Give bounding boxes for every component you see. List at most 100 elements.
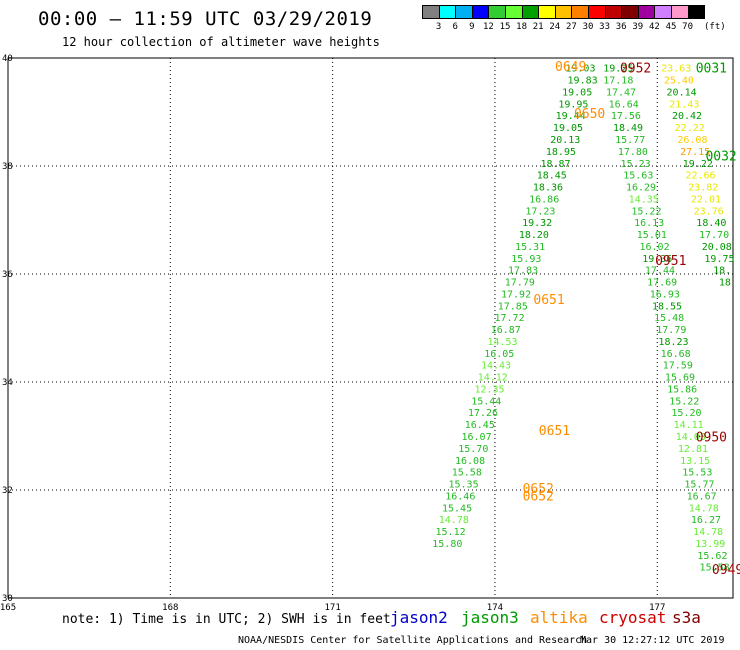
swh-data-label: 13.99 — [695, 539, 725, 550]
swh-data-label: 13.15 — [680, 456, 710, 467]
swh-data-label: 17.79 — [656, 325, 686, 336]
swh-data-label: 18.87 — [540, 159, 570, 170]
swh-data-label: 19.75 — [704, 254, 734, 265]
pass-time-label: 0650 — [574, 107, 605, 122]
swh-data-label: 23.76 — [694, 206, 724, 217]
pass-time-label: 0652 — [523, 482, 554, 497]
x-tick-label: 171 — [324, 603, 340, 613]
swh-data-label: 12.81 — [678, 444, 708, 455]
swh-data-label: 18 — [719, 278, 731, 289]
swh-data-label: 18.20 — [519, 230, 549, 241]
color-scale-label: 27 — [565, 22, 577, 32]
y-tick-label: 36 — [2, 270, 13, 280]
swh-data-label: 22.22 — [675, 123, 705, 134]
swh-data-label: 17.56 — [611, 111, 641, 122]
swh-data-label: 17.44 — [645, 266, 675, 277]
swh-data-label: 20.42 — [672, 111, 702, 122]
color-scale-label: 3 — [435, 22, 442, 32]
y-tick-label: 32 — [2, 486, 13, 496]
swh-data-label: 15.62 — [697, 551, 727, 562]
pass-time-label: 0950 — [696, 431, 727, 446]
y-tick-label: 38 — [2, 162, 13, 172]
page-subtitle: 12 hour collection of altimeter wave hei… — [62, 35, 380, 49]
swh-data-label: 16.64 — [609, 99, 639, 110]
swh-data-label: 17.72 — [494, 313, 524, 324]
swh-data-label: 17.79 — [505, 278, 535, 289]
swh-data-label: 18.49 — [613, 123, 643, 134]
x-tick-label: 174 — [487, 603, 503, 613]
swh-data-label: 14.12 — [478, 373, 508, 384]
swh-data-label: 23.63 — [661, 64, 691, 75]
color-scale-bar — [422, 5, 706, 19]
swh-data-label: 23.82 — [688, 183, 718, 194]
swh-data-label: 16.46 — [445, 491, 475, 502]
swh-data-label: 15.80 — [432, 539, 462, 550]
x-tick-label: 177 — [649, 603, 665, 613]
swh-data-label: 15.20 — [671, 408, 701, 419]
color-scale-label: 12 — [482, 22, 494, 32]
swh-data-label: 18.23 — [658, 337, 688, 348]
color-scale-label: 36 — [615, 22, 627, 32]
color-scale-label: 42 — [648, 22, 660, 32]
swh-data-label: 15.77 — [615, 135, 645, 146]
swh-data-label: 15.86 — [667, 384, 697, 395]
swh-data-label: 26.08 — [677, 135, 707, 146]
swh-data-label: 15.70 — [458, 444, 488, 455]
swh-data-label: 14.03 — [676, 432, 706, 443]
swh-data-label: 15.23 — [621, 159, 651, 170]
swh-data-label: 16.86 — [529, 194, 559, 205]
swh-data-label: 15.12 — [436, 527, 466, 538]
legend-jason2: jason2 — [390, 608, 448, 627]
swh-data-label: 16.02 — [639, 242, 669, 253]
footer-note: note: 1) Time is in UTC; 2) SWH is in fe… — [62, 612, 391, 627]
swh-data-label: 18.55 — [652, 301, 682, 312]
swh-data-label: 15.77 — [684, 480, 714, 491]
swh-data-label: 17.18 — [603, 76, 633, 87]
swh-data-label: 27.15 — [680, 147, 710, 158]
swh-data-label: 17.70 — [699, 230, 729, 241]
swh-data-label: 18.95 — [546, 147, 576, 158]
swh-data-label: 16.45 — [465, 420, 495, 431]
color-scale-label: 33 — [599, 22, 611, 32]
pass-time-label: 0951 — [655, 254, 686, 269]
swh-data-label: 15.35 — [449, 480, 479, 491]
swh-data-label: 16.05 — [484, 349, 514, 360]
swh-data-label: 17.23 — [525, 206, 555, 217]
swh-data-label: 18. — [713, 266, 731, 277]
swh-data-label: 22.01 — [691, 194, 721, 205]
swh-data-label: 12.35 — [474, 384, 504, 395]
pass-time-label: 0652 — [523, 489, 554, 504]
swh-data-label: 15.22 — [631, 206, 661, 217]
swh-data-label: 15.31 — [515, 242, 545, 253]
swh-data-label: 17.85 — [498, 301, 528, 312]
swh-data-label: 15.93 — [511, 254, 541, 265]
swh-data-label: 16.13 — [634, 218, 664, 229]
pass-time-label: 0651 — [539, 424, 570, 439]
swh-data-label: 14.78 — [439, 515, 469, 526]
swh-data-label: 14.35 — [629, 194, 659, 205]
color-scale-label: 30 — [582, 22, 594, 32]
swh-data-label: 20.13 — [550, 135, 580, 146]
color-scale-label: 45 — [665, 22, 677, 32]
swh-data-label: 19.05 — [553, 123, 583, 134]
legend-altika: altika — [530, 608, 588, 627]
swh-data-label: 14.78 — [689, 503, 719, 514]
swh-data-label: 16.27 — [691, 515, 721, 526]
swh-data-label: 16.68 — [661, 349, 691, 360]
pass-time-label: 0649 — [555, 60, 586, 75]
swh-data-label: 20.08 — [702, 242, 732, 253]
swh-data-label: 16.67 — [687, 491, 717, 502]
color-scale-label: 9 — [469, 22, 475, 32]
swh-data-label: 17.26 — [468, 408, 498, 419]
color-scale-label: 18 — [516, 22, 528, 32]
swh-data-label: 25.40 — [664, 76, 694, 87]
swh-data-label: 15.63 — [623, 171, 653, 182]
swh-data-label: 22.66 — [685, 171, 715, 182]
y-tick-label: 30 — [2, 594, 13, 604]
credit-line: NOAA/NESDIS Center for Satellite Applica… — [238, 635, 588, 646]
swh-data-label: 21.43 — [669, 99, 699, 110]
legend-s3a: s3a — [672, 608, 701, 627]
color-scale-label: 21 — [532, 22, 544, 32]
y-tick-label: 34 — [2, 378, 13, 388]
